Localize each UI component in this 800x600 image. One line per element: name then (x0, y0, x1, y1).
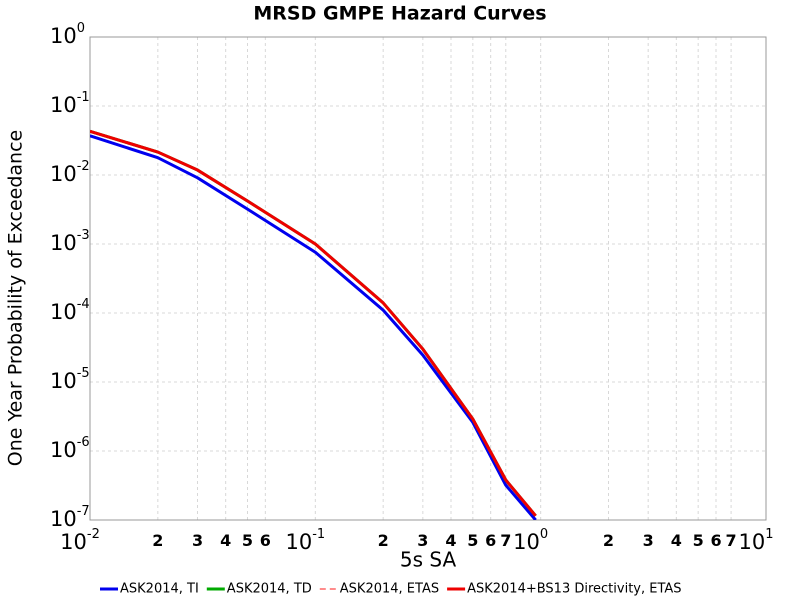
x-tick-label: 2 (378, 531, 389, 550)
y-tick-label: 10-3 (50, 228, 90, 256)
x-tick-label: 3 (643, 531, 654, 550)
plot-frame (89, 36, 767, 521)
tick-base: 10 (50, 231, 77, 255)
x-tick-label: 2 (152, 531, 163, 550)
tick-base: 10 (60, 530, 87, 554)
legend-label: ASK2014, TD (227, 582, 312, 597)
x-tick-label: 101 (738, 527, 773, 555)
tick-base: 4 (445, 531, 456, 550)
tick-base: 5 (693, 531, 704, 550)
x-axis-label: 5s SA (400, 548, 457, 572)
series-line (90, 134, 537, 520)
tick-base: 10 (285, 530, 312, 554)
x-tick-label: 10-2 (60, 527, 100, 555)
tick-base: 10 (50, 300, 77, 324)
x-tick-label: 5 (242, 531, 253, 550)
tick-base: 10 (50, 24, 77, 48)
tick-exponent: -2 (77, 159, 90, 174)
series-line (90, 129, 537, 517)
tick-base: 5 (242, 531, 253, 550)
tick-base: 10 (50, 369, 77, 393)
x-tick-label: 4 (671, 531, 682, 550)
tick-base: 3 (417, 531, 428, 550)
tick-exponent: -6 (77, 435, 90, 450)
tick-base: 3 (643, 531, 654, 550)
x-tick-label: 4 (445, 531, 456, 550)
tick-base: 4 (220, 531, 231, 550)
tick-base: 6 (710, 531, 721, 550)
tick-base: 2 (378, 531, 389, 550)
x-tick-label: 6 (485, 531, 496, 550)
tick-base: 7 (500, 531, 511, 550)
tick-base: 10 (738, 530, 765, 554)
tick-base: 2 (603, 531, 614, 550)
tick-exponent: -5 (77, 366, 90, 381)
tick-base: 10 (50, 93, 77, 117)
tick-exponent: -3 (77, 228, 90, 243)
x-tick-label: 5 (693, 531, 704, 550)
y-axis-label: One Year Probability of Exceedance (5, 130, 27, 466)
legend-label: ASK2014, ETAS (340, 582, 439, 597)
x-tick-label: 5 (467, 531, 478, 550)
y-tick-label: 10-4 (50, 297, 90, 325)
x-tick-label: 3 (192, 531, 203, 550)
y-tick-label: 10-1 (50, 90, 90, 118)
x-tick-label: 6 (260, 531, 271, 550)
x-tick-label: 3 (417, 531, 428, 550)
x-tick-label: 7 (726, 531, 737, 550)
tick-exponent: 0 (77, 21, 85, 36)
tick-base: 6 (485, 531, 496, 550)
tick-base: 7 (726, 531, 737, 550)
x-tick-label: 7 (500, 531, 511, 550)
tick-exponent: -4 (77, 297, 90, 312)
tick-exponent: -1 (312, 527, 325, 542)
y-tick-label: 10-5 (50, 366, 90, 394)
tick-base: 3 (192, 531, 203, 550)
y-tick-label: 10-7 (50, 504, 90, 532)
legend-label: ASK2014, TI (120, 582, 199, 597)
tick-exponent: 1 (765, 527, 773, 542)
x-tick-label: 2 (603, 531, 614, 550)
tick-base: 2 (152, 531, 163, 550)
tick-base: 10 (50, 438, 77, 462)
tick-exponent: -1 (77, 90, 90, 105)
tick-exponent: -2 (87, 527, 100, 542)
tick-exponent: -7 (77, 504, 90, 519)
x-tick-label: 100 (513, 527, 548, 555)
tick-base: 6 (260, 531, 271, 550)
tick-base: 4 (671, 531, 682, 550)
tick-exponent: 0 (540, 527, 548, 542)
x-tick-label: 4 (220, 531, 231, 550)
x-tick-label: 10-1 (285, 527, 325, 555)
chart-title: MRSD GMPE Hazard Curves (253, 3, 546, 25)
tick-base: 10 (50, 507, 77, 531)
legend-label: ASK2014+BS13 Directivity, ETAS (467, 582, 681, 597)
x-tick-label: 6 (710, 531, 721, 550)
y-tick-label: 100 (50, 21, 85, 49)
tick-base: 5 (467, 531, 478, 550)
y-tick-label: 10-6 (50, 435, 90, 463)
tick-base: 10 (50, 162, 77, 186)
tick-base: 10 (513, 530, 540, 554)
y-tick-label: 10-2 (50, 159, 90, 187)
